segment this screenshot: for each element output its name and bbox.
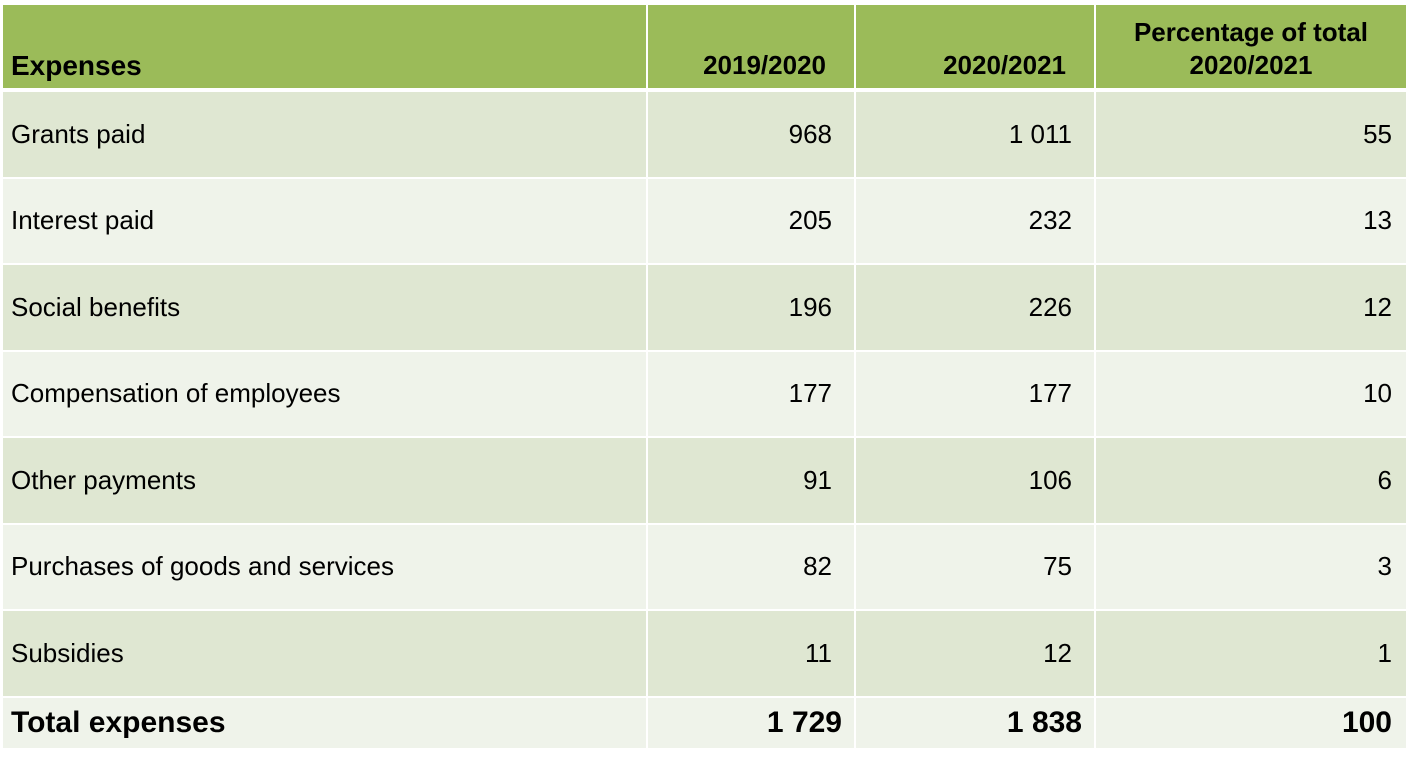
header-expenses: Expenses <box>3 5 648 92</box>
row-value-2020-2021: 177 <box>856 351 1096 438</box>
row-label: Compensation of employees <box>3 351 648 438</box>
row-percentage: 6 <box>1096 438 1406 525</box>
table-row: Compensation of employees 177 177 10 <box>3 351 1406 438</box>
row-percentage: 55 <box>1096 92 1406 179</box>
total-label: Total expenses <box>3 697 648 748</box>
row-value-2019-2020: 11 <box>648 611 856 698</box>
row-value-2020-2021: 12 <box>856 611 1096 698</box>
header-percentage: Percentage of total 2020/2021 <box>1096 5 1406 92</box>
row-percentage: 1 <box>1096 611 1406 698</box>
table-row: Subsidies 11 12 1 <box>3 611 1406 698</box>
header-2019-2020: 2019/2020 <box>648 5 856 92</box>
expenses-table: Expenses 2019/2020 2020/2021 Percentage … <box>3 5 1406 748</box>
row-value-2019-2020: 196 <box>648 265 856 352</box>
table-row: Social benefits 196 226 12 <box>3 265 1406 352</box>
table-row: Interest paid 205 232 13 <box>3 178 1406 265</box>
row-percentage: 12 <box>1096 265 1406 352</box>
row-value-2020-2021: 232 <box>856 178 1096 265</box>
row-percentage: 3 <box>1096 524 1406 611</box>
row-value-2019-2020: 91 <box>648 438 856 525</box>
header-percentage-line2: 2020/2021 <box>1189 50 1313 80</box>
total-row: Total expenses 1 729 1 838 100 <box>3 697 1406 748</box>
row-label: Social benefits <box>3 265 648 352</box>
row-value-2020-2021: 106 <box>856 438 1096 525</box>
table-row: Purchases of goods and services 82 75 3 <box>3 524 1406 611</box>
header-percentage-line1: Percentage of total <box>1133 17 1369 47</box>
row-percentage: 13 <box>1096 178 1406 265</box>
table-row: Other payments 91 106 6 <box>3 438 1406 525</box>
total-2019-2020: 1 729 <box>648 697 856 748</box>
row-value-2019-2020: 205 <box>648 178 856 265</box>
row-value-2020-2021: 75 <box>856 524 1096 611</box>
row-percentage: 10 <box>1096 351 1406 438</box>
row-label: Other payments <box>3 438 648 525</box>
table-row: Grants paid 968 1 011 55 <box>3 92 1406 179</box>
row-label: Purchases of goods and services <box>3 524 648 611</box>
total-2020-2021: 1 838 <box>856 697 1096 748</box>
row-value-2019-2020: 968 <box>648 92 856 179</box>
row-value-2019-2020: 82 <box>648 524 856 611</box>
row-value-2019-2020: 177 <box>648 351 856 438</box>
row-label: Grants paid <box>3 92 648 179</box>
header-row: Expenses 2019/2020 2020/2021 Percentage … <box>3 5 1406 92</box>
row-value-2020-2021: 226 <box>856 265 1096 352</box>
row-label: Subsidies <box>3 611 648 698</box>
row-label: Interest paid <box>3 178 648 265</box>
total-percentage: 100 <box>1096 697 1406 748</box>
header-2020-2021: 2020/2021 <box>856 5 1096 92</box>
row-value-2020-2021: 1 011 <box>856 92 1096 179</box>
